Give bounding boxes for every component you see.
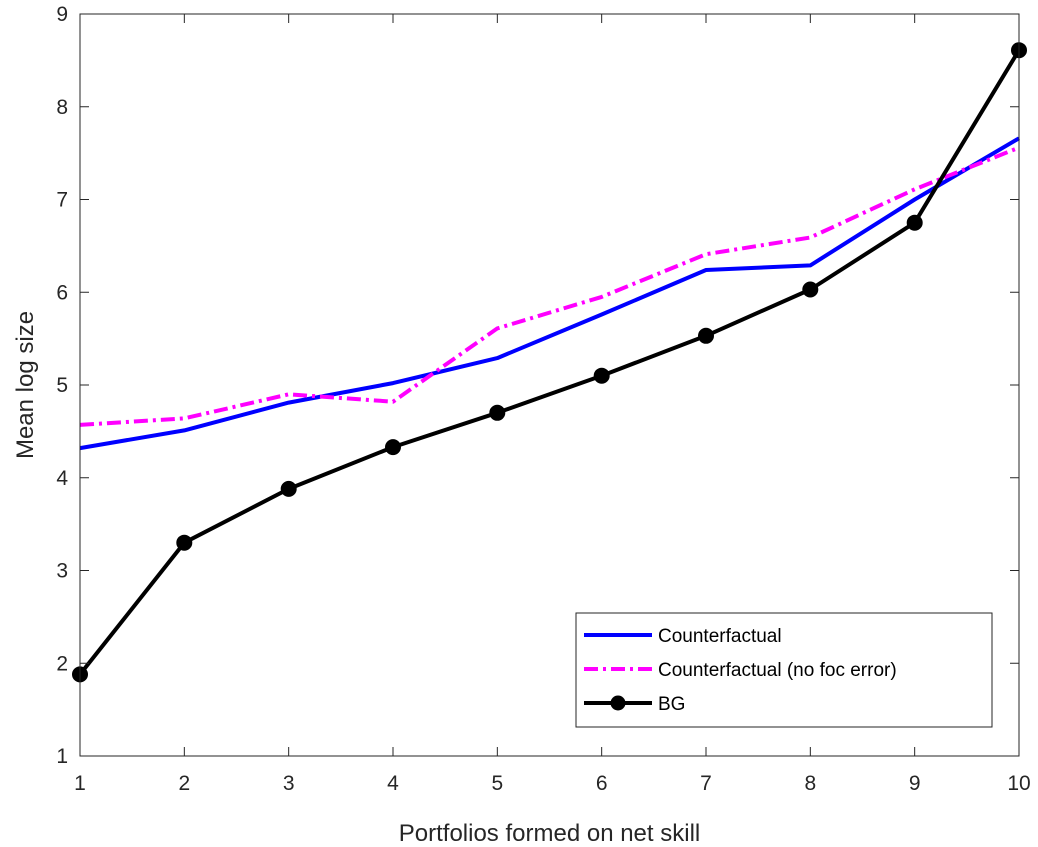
series-layer bbox=[72, 42, 1027, 683]
legend-label-3: BG bbox=[658, 694, 685, 715]
x-tick-label: 10 bbox=[1007, 772, 1030, 795]
x-tick-label: 6 bbox=[596, 772, 608, 795]
y-tick-label: 5 bbox=[56, 374, 68, 397]
ticks-layer: 1 2 3 4 5 6 7 8 9 10 1 2 3 4 5 6 7 8 9 bbox=[56, 3, 1030, 795]
data-point-marker bbox=[906, 214, 923, 231]
legend-label-2: Counterfactual (no foc error) bbox=[658, 660, 897, 681]
data-point-marker bbox=[280, 480, 297, 497]
x-tick-label: 2 bbox=[178, 772, 190, 795]
data-point-marker bbox=[698, 327, 714, 344]
y-tick-label: 8 bbox=[56, 96, 68, 119]
x-tick-label: 1 bbox=[74, 772, 86, 795]
legend-label-1: Counterfactual bbox=[658, 626, 782, 647]
x-tick-label: 5 bbox=[491, 772, 503, 795]
x-tick-label: 3 bbox=[283, 772, 295, 795]
y-tick-label: 3 bbox=[56, 560, 68, 583]
y-tick-label: 1 bbox=[56, 745, 68, 768]
data-point-marker bbox=[176, 534, 193, 551]
legend: Counterfactual Counterfactual (no foc err… bbox=[575, 612, 993, 728]
x-tick-label: 4 bbox=[387, 772, 399, 795]
data-point-marker bbox=[593, 367, 610, 384]
data-point-marker bbox=[489, 404, 506, 421]
y-axis-title: Mean log size bbox=[12, 311, 39, 459]
y-tick-label: 7 bbox=[56, 189, 68, 212]
legend-marker bbox=[610, 695, 626, 711]
y-tick-label: 4 bbox=[56, 467, 68, 490]
x-tick-label: 8 bbox=[804, 772, 816, 795]
data-point-marker bbox=[802, 281, 819, 298]
x-tick-label: 9 bbox=[909, 772, 921, 795]
series-line-3 bbox=[78, 49, 1021, 676]
y-tick-label: 6 bbox=[56, 281, 68, 304]
series-line-1 bbox=[79, 136, 1021, 451]
x-axis-title: Portfolios formed on net skill bbox=[399, 820, 700, 847]
y-tick-label: 2 bbox=[56, 652, 68, 675]
data-point-marker bbox=[385, 439, 401, 456]
x-tick-label: 7 bbox=[700, 772, 712, 795]
series-line-2 bbox=[79, 145, 1020, 427]
y-tick-label: 9 bbox=[56, 3, 68, 26]
